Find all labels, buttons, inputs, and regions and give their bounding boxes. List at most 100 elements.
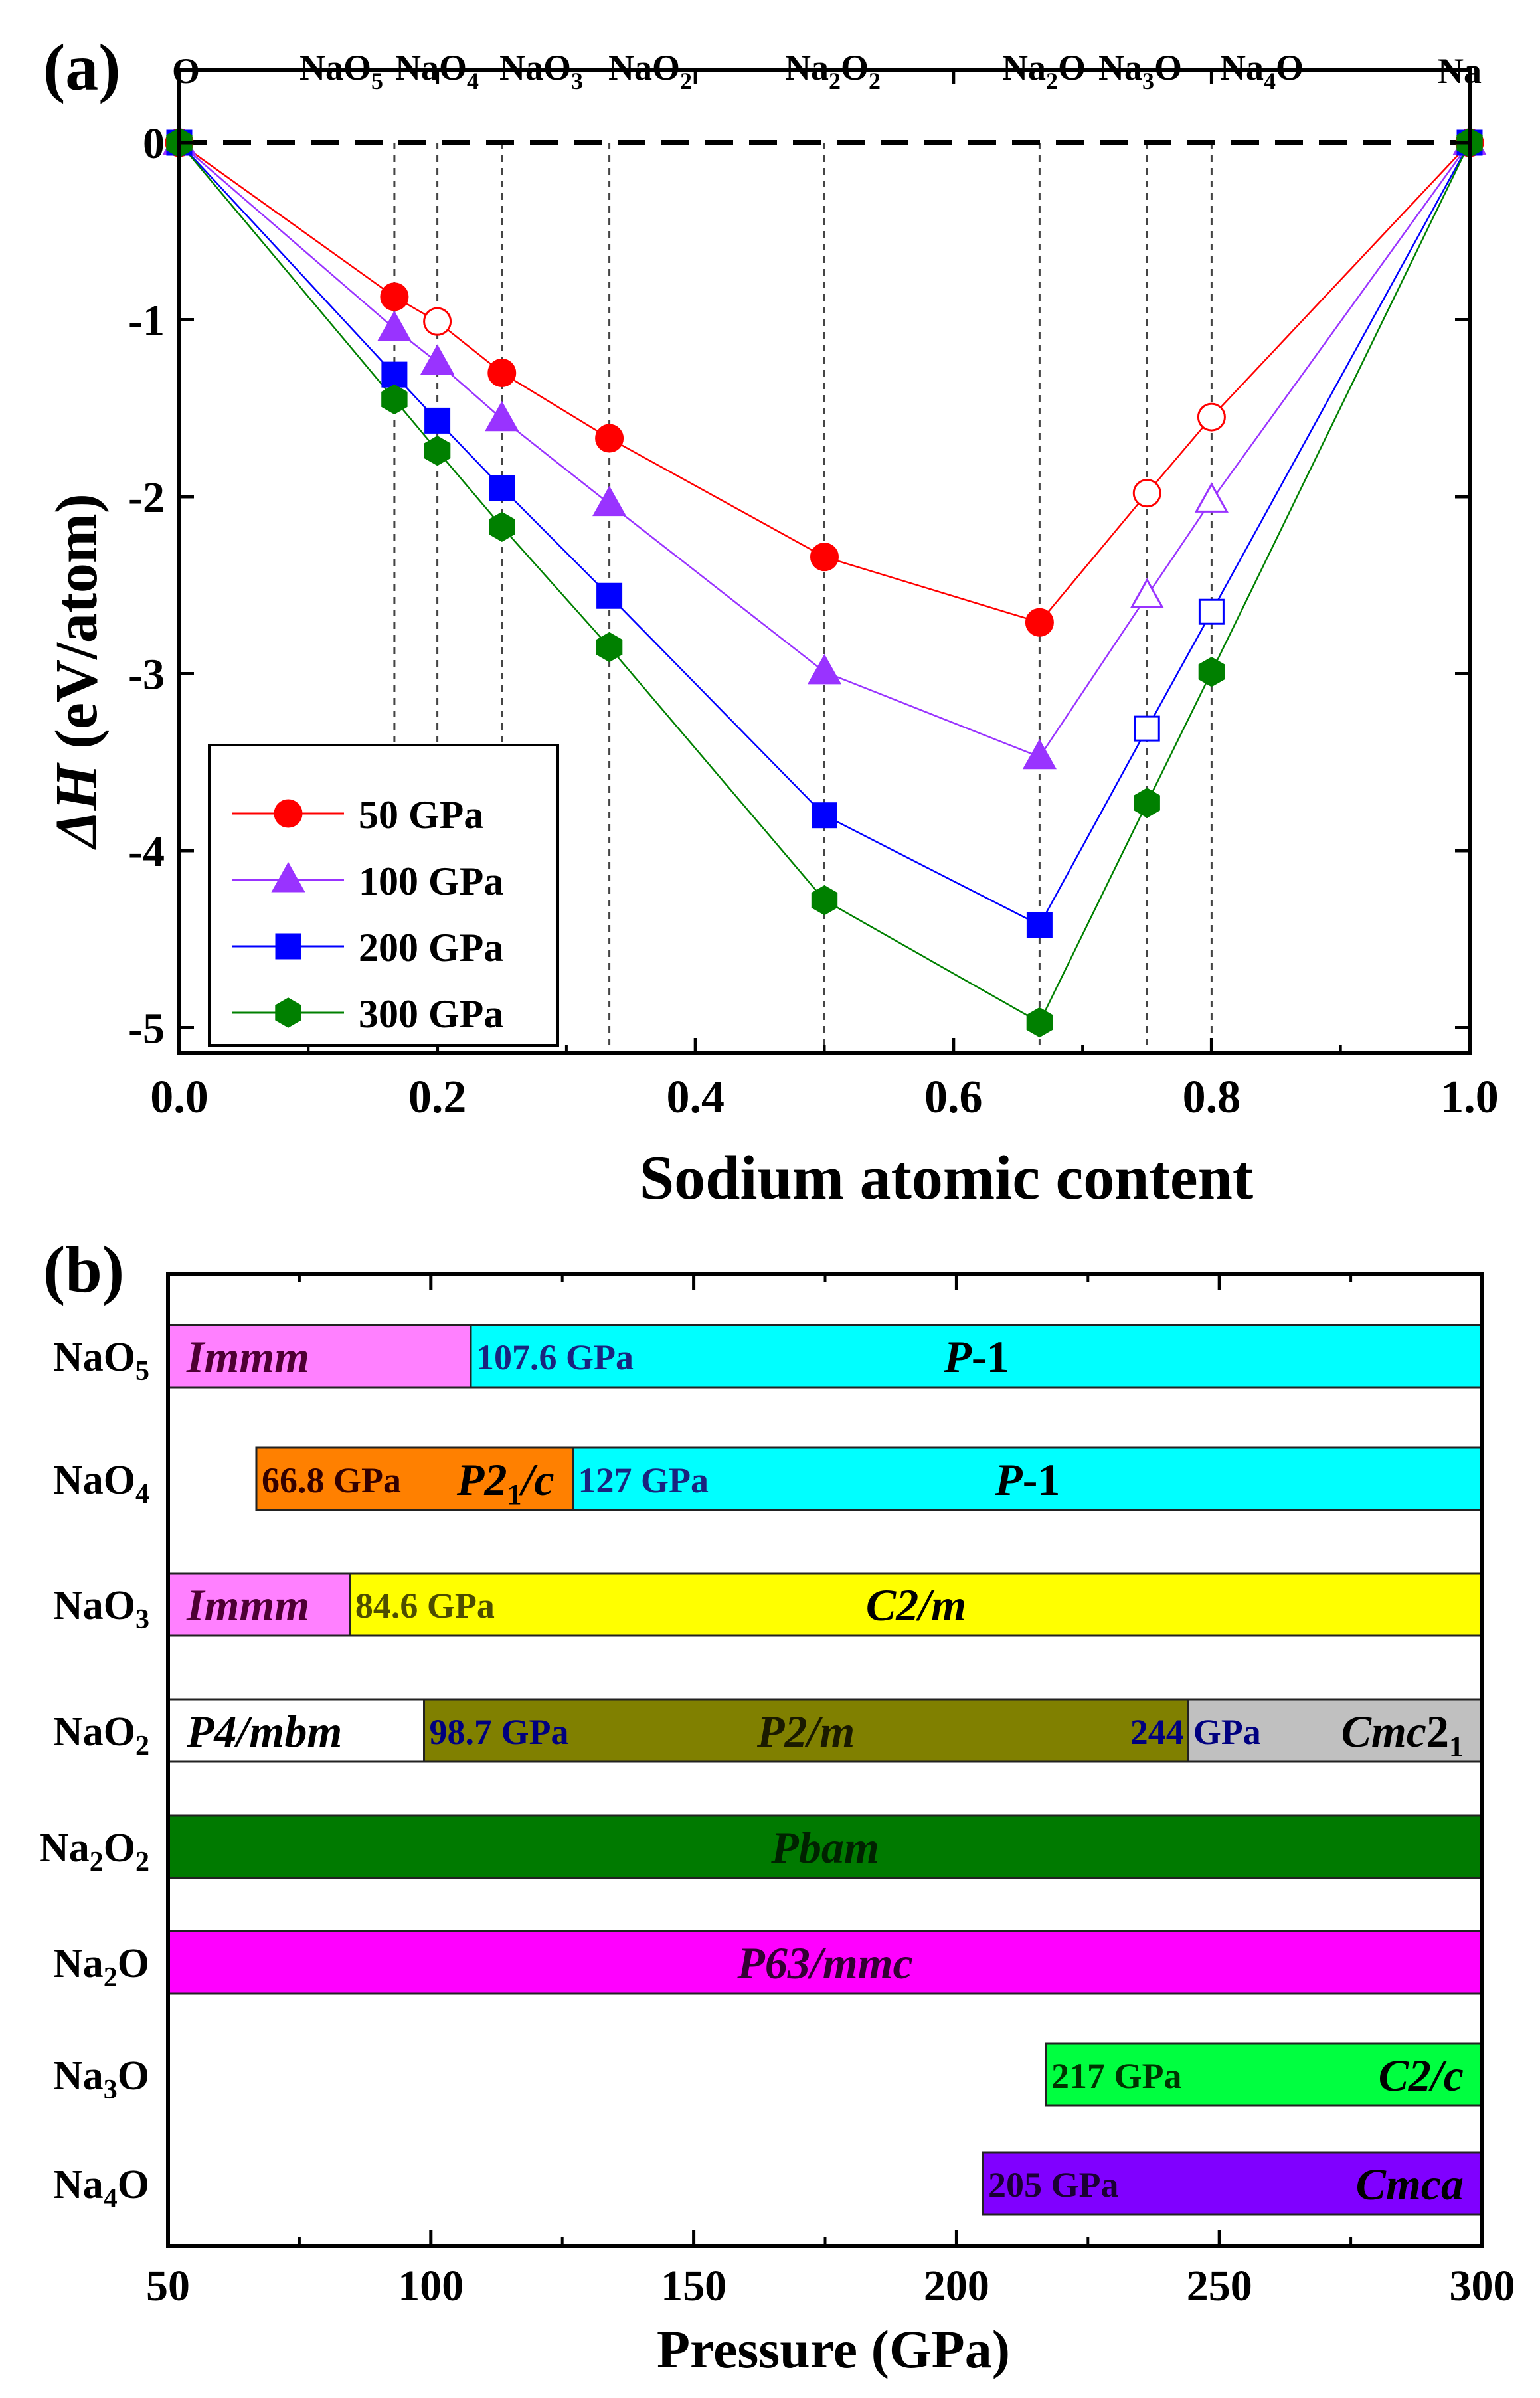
transition-pressure-label: 107.6 GPa [476, 1337, 634, 1377]
transition-pressure-label: 217 GPa [1051, 2056, 1182, 2096]
data-point [424, 435, 451, 466]
phase-bar [255, 1446, 574, 1511]
compound-row-label: Na4O [53, 2162, 149, 2214]
data-point [810, 543, 839, 572]
space-group-label: Immm [186, 1331, 309, 1382]
panel-a-label: (a) [43, 31, 121, 104]
x-tick-label: 0.2 [408, 1072, 467, 1123]
compound-row-label: NaO4 [53, 1458, 149, 1509]
space-group-label: P-1 [994, 1454, 1060, 1505]
phase-bar [167, 1324, 472, 1389]
compound-row-label: Na3O [53, 2053, 149, 2105]
x-tick-label: 100 [398, 2262, 464, 2310]
x-tick-label: 50 [146, 2262, 190, 2310]
data-point [420, 344, 455, 375]
data-point [423, 307, 452, 336]
x-tick-label: 300 [1450, 2262, 1515, 2310]
data-point [812, 802, 837, 829]
data-point [595, 424, 624, 453]
data-point [592, 485, 627, 517]
series-line-50-gpa [179, 141, 1470, 624]
data-point [424, 407, 451, 434]
x-tick-label: 0.0 [150, 1072, 209, 1123]
transition-pressure-label: 98.7 GPa [430, 1712, 569, 1752]
panel-b-x-axis-title: Pressure (GPa) [657, 2319, 1010, 2379]
compound-label: Na2O [1002, 48, 1086, 94]
legend-marker [275, 933, 301, 960]
x-tick-label: 0.6 [924, 1072, 983, 1123]
data-point [489, 475, 515, 501]
phase-bar [349, 1572, 1484, 1637]
data-point [381, 361, 408, 388]
x-tick-label: 1.0 [1440, 1072, 1499, 1123]
data-point [596, 632, 623, 663]
space-group-label: Immm [186, 1580, 309, 1630]
compound-label: NaO2 [608, 48, 692, 94]
data-point [1198, 598, 1225, 625]
end-label-oxygen: O [172, 51, 200, 91]
panel-a-y-axis-title: ΔH (eV/atom) [44, 493, 110, 850]
series-line-300-gpa [179, 142, 1471, 1024]
data-point [1130, 578, 1164, 608]
legend-marker [275, 997, 301, 1028]
data-point [487, 358, 517, 387]
y-tick-label: -4 [128, 827, 165, 876]
panel-a: (a) Sodium atomic content ΔH (eV/atom) 0… [43, 31, 1499, 1213]
panel-a-plot: 0 -1 -2 -3 -4 -5 0.0 0.2 0.4 0.6 0.8 1.0 O Na NaO5 NaO4… [128, 48, 1499, 1123]
data-point [489, 511, 515, 543]
y-tick-label: -1 [128, 297, 165, 345]
space-group-label: P21/c [456, 1454, 555, 1511]
data-point [377, 310, 412, 341]
compound-row-label: NaO5 [53, 1335, 149, 1387]
space-group-label: Cmc21 [1341, 1706, 1464, 1762]
panel-b-label: (b) [43, 1233, 124, 1306]
data-point [811, 885, 838, 916]
space-group-label: C2/c [1379, 2050, 1464, 2100]
data-point [1026, 912, 1053, 938]
legend-label: 200 GPa [359, 926, 503, 970]
y-tick-label: 0 [143, 120, 165, 168]
space-group-label: P-1 [943, 1331, 1009, 1382]
phase-bar [1187, 1698, 1484, 1763]
phase-bar [167, 1698, 426, 1763]
x-tick-label: 0.8 [1183, 1072, 1241, 1123]
data-point [596, 582, 623, 609]
compound-row-label: Na2O2 [39, 1826, 149, 1877]
data-point [1134, 788, 1160, 818]
panel-b: (b) Pressure (GPa) Immm P-1 107.6 GPa NaO5 P… [39, 1233, 1515, 2379]
transition-pressure-label: 84.6 GPa [355, 1586, 495, 1626]
data-point [380, 282, 409, 311]
space-group-label: Pbam [770, 1822, 879, 1873]
transition-pressure-label: 127 GPa [578, 1460, 709, 1500]
panel-b-plot: Immm P-1 107.6 GPa NaO5 P21/c 66.8 GPa P-1 127 … [39, 1272, 1515, 2310]
transition-pressure-label: 205 GPa [988, 2165, 1119, 2205]
legend-label: 50 GPa [359, 793, 483, 837]
transition-pressure-label: 244 [1130, 1712, 1184, 1752]
data-point [1194, 482, 1229, 513]
compound-row-label: Na2O [53, 1941, 149, 1993]
data-point [807, 653, 842, 685]
data-point [1197, 402, 1226, 432]
transition-pressure-label: GPa [1193, 1712, 1261, 1752]
legend-box [208, 744, 559, 1047]
y-tick-label: -2 [128, 473, 165, 522]
data-point [1198, 657, 1225, 687]
legend-label: 100 GPa [359, 859, 503, 903]
compound-row-label: NaO3 [53, 1583, 149, 1635]
series-line-100-gpa [179, 142, 1471, 758]
legend-marker [271, 861, 305, 893]
phase-bar [470, 1324, 1484, 1389]
x-tick-label: 150 [661, 2262, 727, 2310]
series-line-200-gpa [179, 142, 1471, 926]
phase-bar [167, 1572, 351, 1637]
compound-label: Na3O [1098, 48, 1182, 94]
panel-a-x-axis-title: Sodium atomic content [640, 1144, 1253, 1213]
data-point [1134, 715, 1160, 742]
space-group-label: P2/m [756, 1706, 855, 1756]
y-tick-label: -3 [128, 651, 165, 699]
data-point [1132, 479, 1161, 508]
compound-label: NaO3 [499, 48, 583, 94]
x-tick-label: 250 [1187, 2262, 1252, 2310]
space-group-label: C2/m [866, 1580, 966, 1630]
